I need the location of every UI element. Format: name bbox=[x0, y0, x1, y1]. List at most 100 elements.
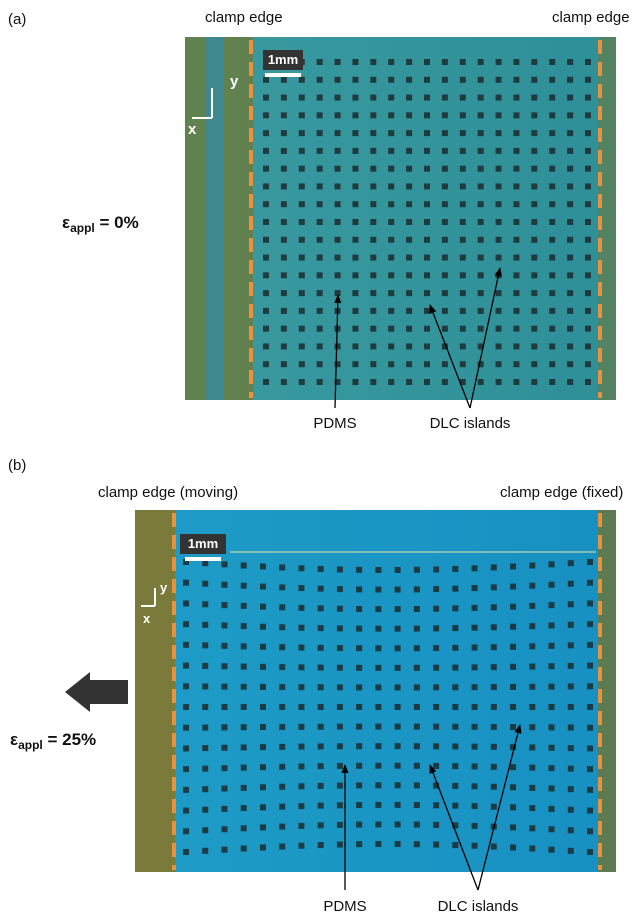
dlc-island bbox=[337, 783, 343, 789]
dlc-island bbox=[424, 326, 430, 332]
dlc-island bbox=[491, 844, 497, 850]
dlc-island bbox=[183, 683, 189, 689]
dlc-island bbox=[424, 130, 430, 136]
dlc-island bbox=[337, 665, 343, 671]
dlc-island bbox=[375, 743, 381, 749]
dlc-island bbox=[433, 822, 439, 828]
dlc-island bbox=[356, 802, 362, 808]
dlc-island bbox=[529, 846, 535, 852]
dlc-island bbox=[406, 219, 412, 225]
dlc-island bbox=[335, 219, 341, 225]
dlc-island bbox=[568, 786, 574, 792]
dlc-island bbox=[442, 148, 448, 154]
dlc-island bbox=[370, 290, 376, 296]
dlc-island bbox=[260, 844, 266, 850]
dlc-island bbox=[299, 343, 305, 349]
dlc-island bbox=[317, 148, 323, 154]
dlc-island bbox=[529, 562, 535, 568]
dlc-island bbox=[587, 704, 593, 710]
dlc-island bbox=[395, 763, 401, 769]
dlc-island bbox=[279, 784, 285, 790]
dlc-island bbox=[395, 626, 401, 632]
dlc-island bbox=[263, 237, 269, 243]
dlc-island bbox=[241, 623, 247, 629]
dlc-island bbox=[529, 684, 535, 690]
dlc-island bbox=[279, 564, 285, 570]
dlc-island bbox=[460, 326, 466, 332]
dlc-island bbox=[388, 95, 394, 101]
axis-label: x bbox=[188, 121, 197, 138]
dlc-island bbox=[549, 183, 555, 189]
dlc-island bbox=[356, 822, 362, 828]
dlc-island bbox=[337, 802, 343, 808]
dlc-island bbox=[442, 361, 448, 367]
dlc-island bbox=[352, 148, 358, 154]
dlc-island bbox=[472, 684, 478, 690]
dlc-island bbox=[568, 560, 574, 566]
dlc-island bbox=[529, 724, 535, 730]
dlc-island bbox=[352, 77, 358, 83]
dlc-island bbox=[472, 763, 478, 769]
dlc-island bbox=[406, 308, 412, 314]
dlc-island bbox=[352, 95, 358, 101]
dlc-island bbox=[460, 95, 466, 101]
dlc-island bbox=[318, 783, 324, 789]
dlc-island bbox=[281, 183, 287, 189]
dlc-island bbox=[567, 77, 573, 83]
dlc-island bbox=[424, 290, 430, 296]
dlc-island bbox=[370, 379, 376, 385]
dlc-island bbox=[460, 148, 466, 154]
dlc-island bbox=[587, 600, 593, 606]
dlc-island bbox=[356, 567, 362, 573]
dlc-island bbox=[433, 586, 439, 592]
dlc-island bbox=[281, 130, 287, 136]
dlc-island bbox=[414, 626, 420, 632]
dlc-island bbox=[337, 724, 343, 730]
dlc-island bbox=[370, 148, 376, 154]
dlc-island bbox=[395, 567, 401, 573]
dlc-island bbox=[567, 148, 573, 154]
dlc-island bbox=[414, 782, 420, 788]
dlc-island bbox=[318, 842, 324, 848]
dlc-island bbox=[424, 166, 430, 172]
dlc-island bbox=[183, 663, 189, 669]
dlc-island bbox=[531, 77, 537, 83]
dlc-island bbox=[587, 849, 593, 855]
dlc-island bbox=[202, 601, 208, 607]
dlc-island bbox=[395, 802, 401, 808]
dlc-island bbox=[460, 183, 466, 189]
dlc-island bbox=[317, 166, 323, 172]
dlc-island bbox=[370, 130, 376, 136]
dlc-island bbox=[549, 95, 555, 101]
dlc-island bbox=[496, 59, 502, 65]
dlc-island bbox=[279, 584, 285, 590]
dlc-island bbox=[496, 201, 502, 207]
dlc-island bbox=[395, 606, 401, 612]
dlc-island bbox=[299, 255, 305, 261]
dlc-island bbox=[531, 219, 537, 225]
dlc-island bbox=[510, 824, 516, 830]
dlc-island bbox=[510, 584, 516, 590]
dlc-island bbox=[183, 580, 189, 586]
dlc-island bbox=[433, 802, 439, 808]
dlc-island bbox=[549, 77, 555, 83]
dlc-island bbox=[460, 361, 466, 367]
dlc-island bbox=[241, 664, 247, 670]
dlc-island bbox=[202, 745, 208, 751]
dlc-island bbox=[549, 166, 555, 172]
dlc-island bbox=[221, 684, 227, 690]
dlc-island bbox=[585, 361, 591, 367]
dlc-island bbox=[513, 59, 519, 65]
dlc-island bbox=[567, 255, 573, 261]
dlc-island bbox=[531, 183, 537, 189]
dlc-island bbox=[549, 343, 555, 349]
dlc-island bbox=[375, 587, 381, 593]
dlc-island bbox=[317, 77, 323, 83]
dlc-island bbox=[568, 725, 574, 731]
dlc-island bbox=[452, 645, 458, 651]
dlc-island bbox=[472, 585, 478, 591]
dlc-island bbox=[370, 255, 376, 261]
dlc-island bbox=[549, 561, 555, 567]
dlc-island bbox=[585, 166, 591, 172]
dlc-island bbox=[549, 684, 555, 690]
